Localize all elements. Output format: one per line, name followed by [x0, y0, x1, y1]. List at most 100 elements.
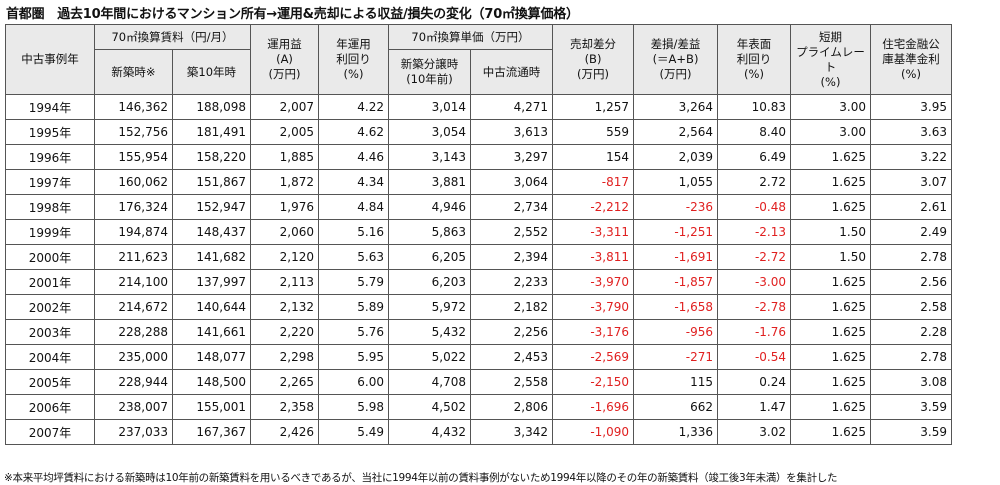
cell-op-yield: 5.89: [318, 294, 389, 320]
cell-prime-rate: 1.625: [790, 319, 871, 345]
cell-year: 1998年: [5, 194, 95, 220]
cell-rent-new: 214,672: [94, 294, 173, 320]
cell-rent-10y: 181,491: [172, 119, 251, 145]
cell-year: 2006年: [5, 394, 95, 420]
table-row: 2006年 238,007 155,001 2,358 5.98 4,502 2,806 -1…: [5, 394, 952, 420]
page-title: 首都圏 過去10年間におけるマンション所有→運用&売却による収益/損失の変化（7…: [6, 7, 579, 22]
cell-price-new: 6,203: [388, 269, 471, 295]
cell-net: 3,264: [633, 94, 718, 120]
header-price-new: 新築分譲時 (10年前): [388, 49, 471, 95]
cell-prime-rate: 1.50: [790, 219, 871, 245]
cell-prime-rate: 1.625: [790, 344, 871, 370]
cell-housing-rate: 2.61: [870, 194, 952, 220]
cell-price-used: 2,394: [470, 244, 553, 270]
cell-net: 662: [633, 394, 718, 420]
cell-op-yield: 5.98: [318, 394, 389, 420]
cell-price-used: 3,297: [470, 144, 553, 170]
cell-price-used: 2,552: [470, 219, 553, 245]
cell-year: 2000年: [5, 244, 95, 270]
cell-sale-diff: -3,176: [552, 319, 634, 345]
cell-op-yield: 4.62: [318, 119, 389, 145]
cell-op-profit: 1,885: [250, 144, 319, 170]
table-row: 2007年 237,033 167,367 2,426 5.49 4,432 3,342 -1…: [5, 419, 952, 445]
cell-annual-yield: -0.48: [717, 194, 791, 220]
cell-price-new: 4,502: [388, 394, 471, 420]
cell-housing-rate: 3.59: [870, 419, 952, 445]
cell-prime-rate: 1.625: [790, 169, 871, 195]
cell-rent-new: 228,288: [94, 319, 173, 345]
table-row: 1995年 152,756 181,491 2,005 4.62 3,054 3,613 55…: [5, 119, 952, 145]
header-case-year: 中古事例年: [5, 24, 95, 95]
cell-price-new: 3,143: [388, 144, 471, 170]
cell-annual-yield: 2.72: [717, 169, 791, 195]
cell-op-profit: 2,007: [250, 94, 319, 120]
cell-net: 1,055: [633, 169, 718, 195]
cell-price-new: 4,708: [388, 369, 471, 395]
cell-price-used: 3,064: [470, 169, 553, 195]
cell-sale-diff: 559: [552, 119, 634, 145]
cell-rent-new: 237,033: [94, 419, 173, 445]
footnote: ※本来平均坪賃料における新築時は10年前の新築賃料を用いるべきであるが、当社に1…: [4, 472, 838, 484]
cell-price-new: 5,432: [388, 319, 471, 345]
cell-sale-diff: -1,696: [552, 394, 634, 420]
cell-annual-yield: 1.47: [717, 394, 791, 420]
header-rent-group: 70㎡換算賃料（円/月）: [94, 24, 251, 50]
cell-housing-rate: 2.28: [870, 319, 952, 345]
cell-rent-10y: 141,682: [172, 244, 251, 270]
cell-housing-rate: 3.07: [870, 169, 952, 195]
cell-rent-new: 146,362: [94, 94, 173, 120]
cell-sale-diff: -2,569: [552, 344, 634, 370]
cell-housing-rate: 3.08: [870, 369, 952, 395]
cell-rent-10y: 152,947: [172, 194, 251, 220]
header-op-profit: 運用益 (A) (万円): [250, 24, 319, 95]
cell-year: 2004年: [5, 344, 95, 370]
table-row: 2003年 228,288 141,661 2,220 5.76 5,432 2,256 -3…: [5, 319, 952, 345]
header-sale-diff: 売却差分 (B) (万円): [552, 24, 634, 95]
cell-sale-diff: -3,970: [552, 269, 634, 295]
cell-op-yield: 5.76: [318, 319, 389, 345]
header-price-group: 70㎡換算単価（万円）: [388, 24, 553, 50]
cell-rent-10y: 151,867: [172, 169, 251, 195]
cell-rent-new: 211,623: [94, 244, 173, 270]
cell-housing-rate: 3.22: [870, 144, 952, 170]
cell-net: 1,336: [633, 419, 718, 445]
cell-price-used: 2,453: [470, 344, 553, 370]
cell-price-new: 5,972: [388, 294, 471, 320]
cell-op-yield: 6.00: [318, 369, 389, 395]
cell-rent-new: 235,000: [94, 344, 173, 370]
cell-year: 1997年: [5, 169, 95, 195]
cell-prime-rate: 3.00: [790, 119, 871, 145]
cell-housing-rate: 2.78: [870, 244, 952, 270]
cell-op-profit: 2,120: [250, 244, 319, 270]
cell-rent-10y: 148,077: [172, 344, 251, 370]
cell-rent-10y: 140,644: [172, 294, 251, 320]
cell-housing-rate: 3.63: [870, 119, 952, 145]
cell-net: 2,564: [633, 119, 718, 145]
cell-op-yield: 4.34: [318, 169, 389, 195]
cell-prime-rate: 1.625: [790, 294, 871, 320]
table-row: 2002年 214,672 140,644 2,132 5.89 5,972 2,182 -3…: [5, 294, 952, 320]
cell-net: -236: [633, 194, 718, 220]
cell-op-yield: 5.63: [318, 244, 389, 270]
table-row: 1996年 155,954 158,220 1,885 4.46 3,143 3,297 15…: [5, 144, 952, 170]
cell-op-yield: 4.84: [318, 194, 389, 220]
cell-year: 2001年: [5, 269, 95, 295]
table-row: 1997年 160,062 151,867 1,872 4.34 3,881 3,064 -8…: [5, 169, 952, 195]
cell-housing-rate: 3.59: [870, 394, 952, 420]
cell-sale-diff: -2,150: [552, 369, 634, 395]
header-net: 差損/差益 (＝A+B) (万円): [633, 24, 718, 95]
cell-prime-rate: 1.50: [790, 244, 871, 270]
cell-net: -1,658: [633, 294, 718, 320]
cell-annual-yield: 0.24: [717, 369, 791, 395]
cell-rent-10y: 155,001: [172, 394, 251, 420]
cell-net: -1,691: [633, 244, 718, 270]
cell-rent-new: 176,324: [94, 194, 173, 220]
table-row: 2001年 214,100 137,997 2,113 5.79 6,203 2,233 -3…: [5, 269, 952, 295]
cell-year: 1996年: [5, 144, 95, 170]
cell-op-profit: 2,298: [250, 344, 319, 370]
cell-rent-new: 238,007: [94, 394, 173, 420]
cell-year: 2002年: [5, 294, 95, 320]
cell-sale-diff: -3,790: [552, 294, 634, 320]
cell-price-used: 4,271: [470, 94, 553, 120]
table-row: 2000年 211,623 141,682 2,120 5.63 6,205 2,394 -3…: [5, 244, 952, 270]
